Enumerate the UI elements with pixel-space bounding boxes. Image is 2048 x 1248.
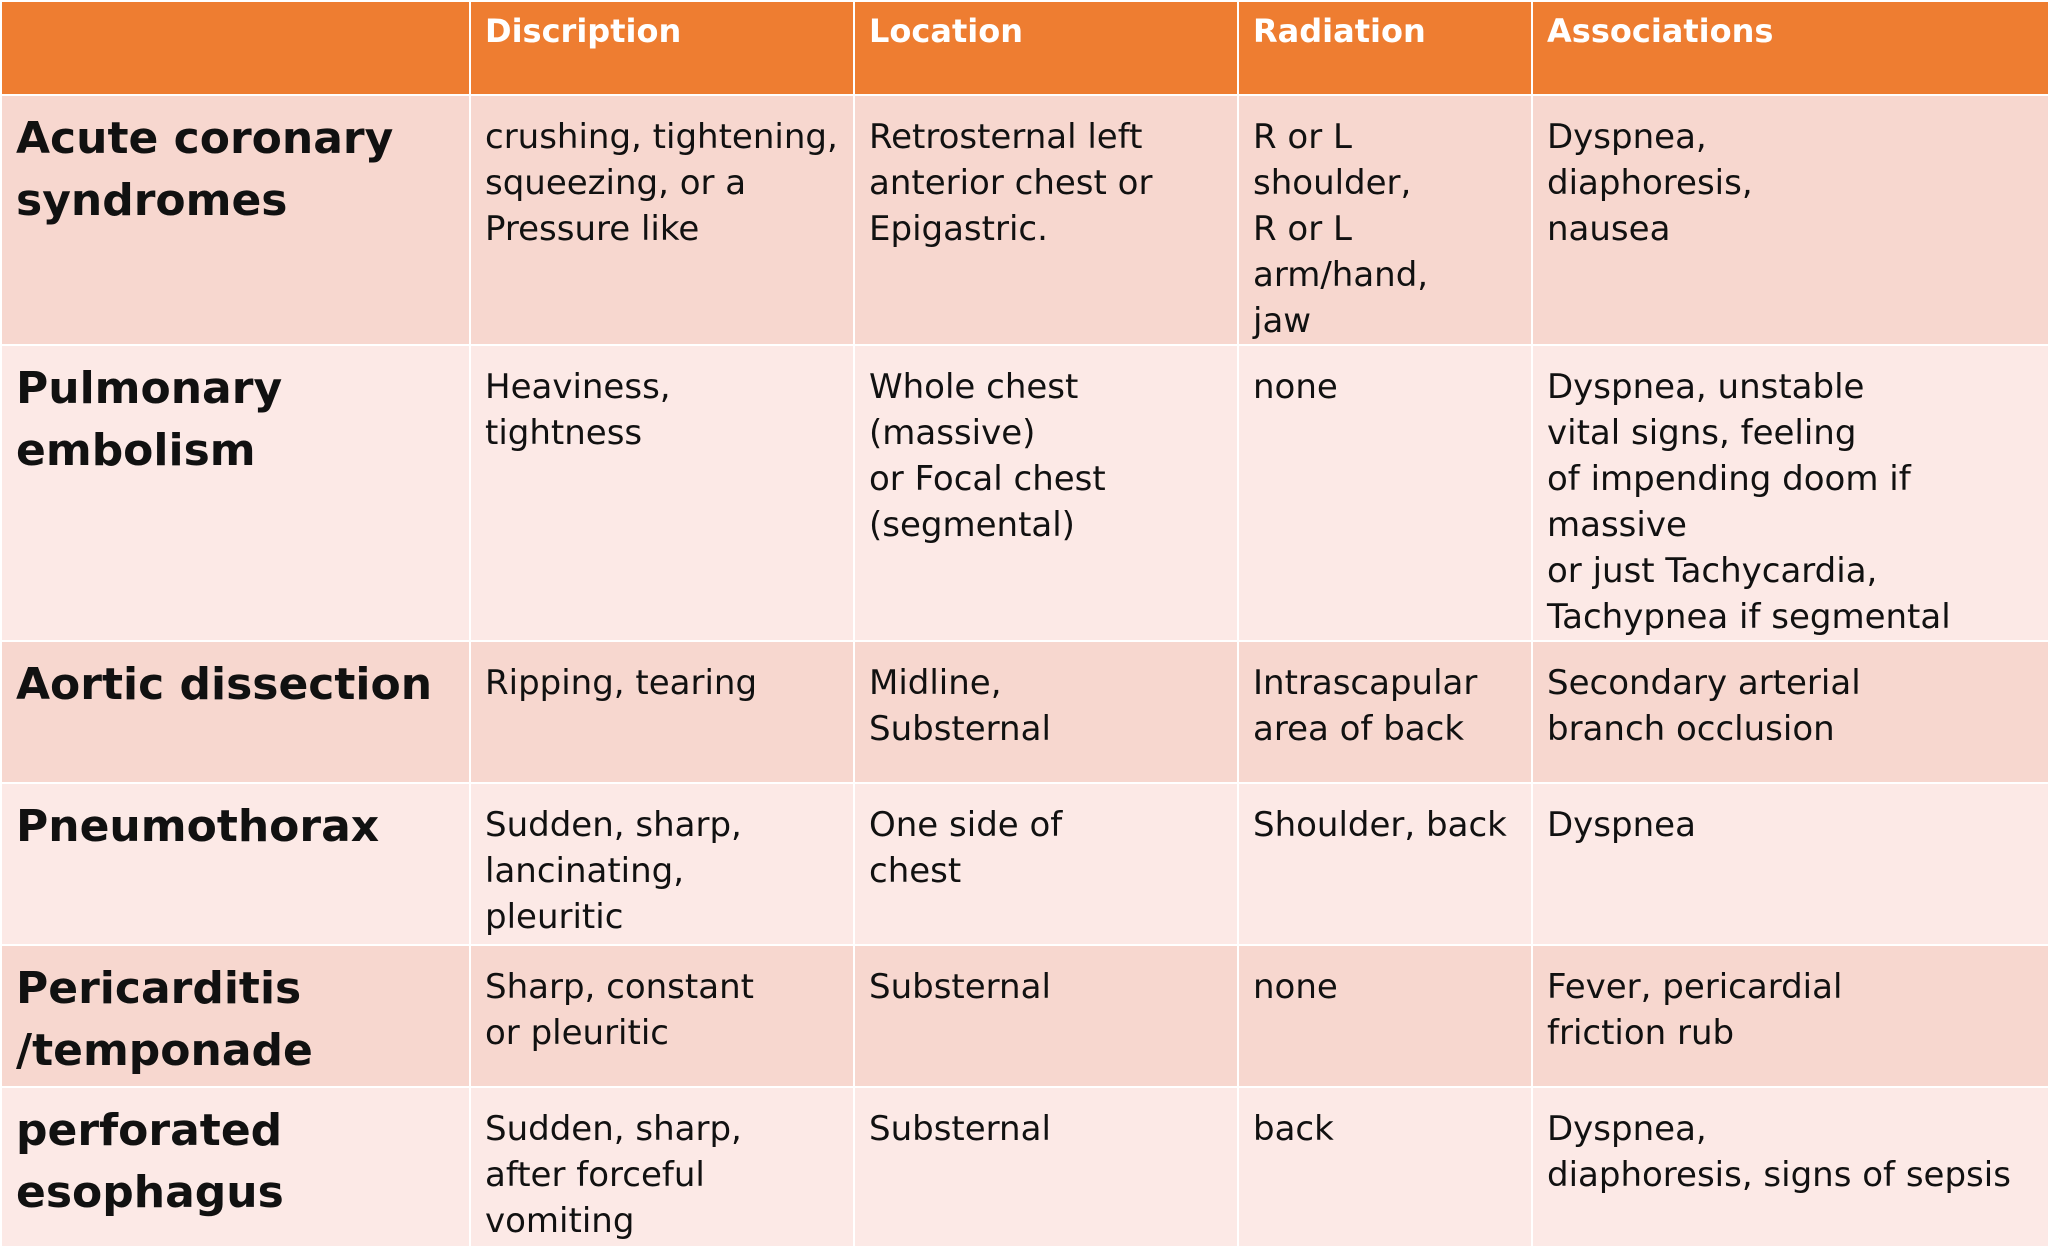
header-location: Location — [853, 0, 1239, 96]
description-cell: Sharp, constant or pleuritic — [469, 944, 855, 1088]
radiation-cell: back — [1237, 1086, 1533, 1248]
header-row: Discription Location Radiation Associati… — [0, 0, 2048, 96]
condition-name: Acute coronary syndromes — [0, 94, 471, 346]
associations-cell: Dyspnea, diaphoresis, signs of sepsis — [1531, 1086, 2048, 1248]
condition-name: Pulmonary embolism — [0, 344, 471, 642]
description-cell: Heaviness, tightness — [469, 344, 855, 642]
condition-name: Pericarditis /temponade — [0, 944, 471, 1088]
table-row: Pulmonary embolism Heaviness, tightness … — [0, 344, 2048, 642]
location-cell: Retrosternal left anterior chest or Epig… — [853, 94, 1239, 346]
radiation-cell: Shoulder, back — [1237, 782, 1533, 946]
associations-cell: Secondary arterial branch occlusion — [1531, 640, 2048, 784]
table-row: Aortic dissection Ripping, tearing Midli… — [0, 640, 2048, 784]
description-cell: Ripping, tearing — [469, 640, 855, 784]
radiation-cell: none — [1237, 344, 1533, 642]
table-row: Pneumothorax Sudden, sharp, lancinating,… — [0, 782, 2048, 946]
radiation-cell: none — [1237, 944, 1533, 1088]
radiation-cell: R or L shoulder, R or L arm/hand, jaw — [1237, 94, 1533, 346]
header-radiation: Radiation — [1237, 0, 1533, 96]
table-row: Pericarditis /temponade Sharp, constant … — [0, 944, 2048, 1088]
description-cell: crushing, tightening, squeezing, or a Pr… — [469, 94, 855, 346]
location-cell: One side of chest — [853, 782, 1239, 946]
description-cell: Sudden, sharp, lancinating, pleuritic — [469, 782, 855, 946]
location-cell: Whole chest (massive) or Focal chest (se… — [853, 344, 1239, 642]
condition-name: perforated esophagus — [0, 1086, 471, 1248]
header-description: Discription — [469, 0, 855, 96]
associations-cell: Fever, pericardial friction rub — [1531, 944, 2048, 1088]
header-associations: Associations — [1531, 0, 2048, 96]
associations-cell: Dyspnea, unstable vital signs, feeling o… — [1531, 344, 2048, 642]
radiation-cell: Intrascapular area of back — [1237, 640, 1533, 784]
associations-cell: Dyspnea, diaphoresis, nausea — [1531, 94, 2048, 346]
location-cell: Midline, Substernal — [853, 640, 1239, 784]
header-blank — [0, 0, 471, 96]
associations-cell: Dyspnea — [1531, 782, 2048, 946]
condition-name: Aortic dissection — [0, 640, 471, 784]
table-row: Acute coronary syndromes crushing, tight… — [0, 94, 2048, 346]
condition-name: Pneumothorax — [0, 782, 471, 946]
description-cell: Sudden, sharp, after forceful vomiting — [469, 1086, 855, 1248]
location-cell: Substernal — [853, 944, 1239, 1088]
table-row: perforated esophagus Sudden, sharp, afte… — [0, 1086, 2048, 1248]
location-cell: Substernal — [853, 1086, 1239, 1248]
